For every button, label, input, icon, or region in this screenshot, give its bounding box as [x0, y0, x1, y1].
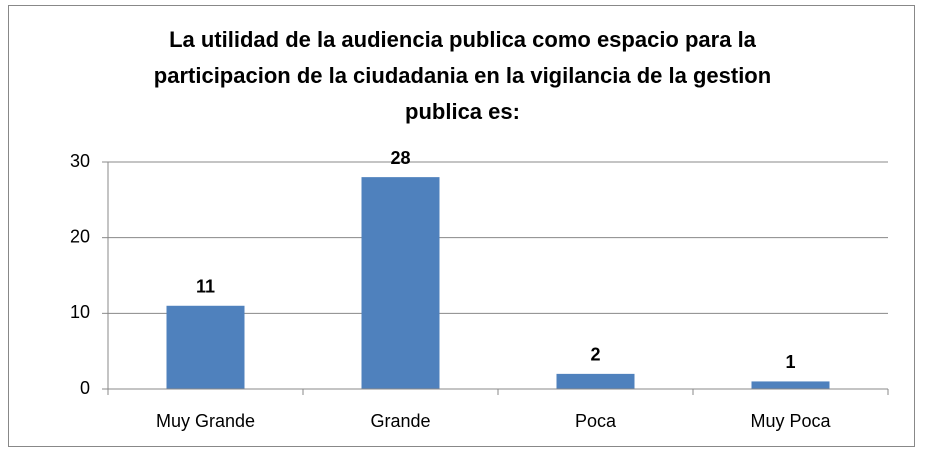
data-label: 11: [196, 277, 215, 297]
x-tick-label: Muy Grande: [156, 411, 255, 431]
data-label: 28: [390, 148, 410, 168]
y-tick-label: 30: [70, 151, 90, 171]
y-tick-label: 10: [70, 302, 90, 322]
bar: [361, 177, 440, 389]
bar: [556, 373, 635, 389]
chart-frame: [8, 5, 915, 447]
x-tick-label: Poca: [575, 411, 617, 431]
x-tick-label: Grande: [370, 411, 430, 431]
x-tick-label: Muy Poca: [750, 411, 831, 431]
y-tick-label: 0: [80, 378, 90, 398]
data-label: 2: [590, 345, 600, 365]
bar: [166, 305, 245, 389]
data-label: 1: [785, 352, 795, 372]
y-tick-label: 20: [70, 226, 90, 246]
bar: [751, 381, 830, 389]
chart-title: La utilidad de la audiencia publica como…: [153, 27, 772, 124]
